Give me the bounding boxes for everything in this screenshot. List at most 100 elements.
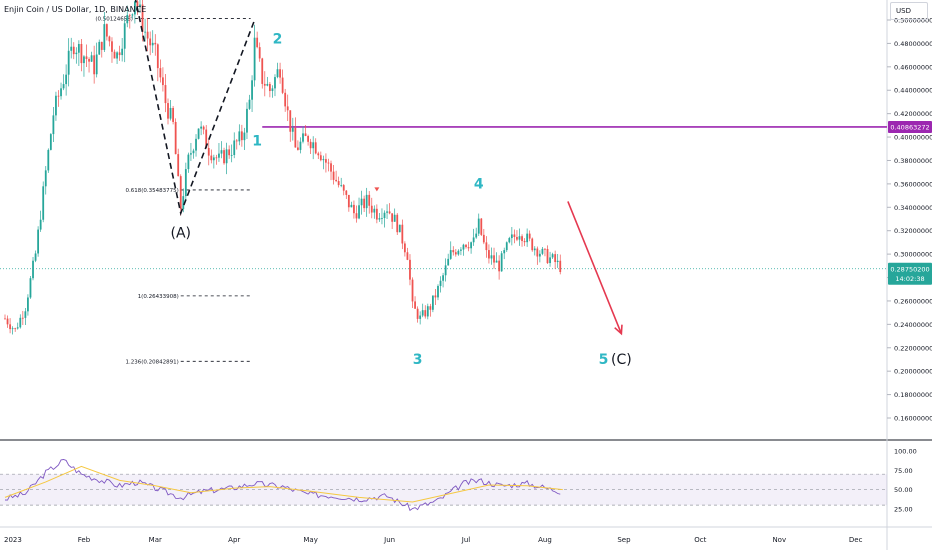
candle-body <box>77 43 80 53</box>
candle-body <box>85 56 88 60</box>
candle-body <box>75 52 78 55</box>
candle-body <box>355 213 358 219</box>
candle-body <box>6 318 9 325</box>
candle-body <box>271 88 274 92</box>
candle-body <box>498 260 501 272</box>
candle-body <box>253 37 256 81</box>
candle-body <box>302 133 304 142</box>
price-tick-label: 0.24000000 <box>894 321 932 329</box>
candle-body <box>347 194 350 208</box>
candle-body <box>88 59 90 62</box>
candle-body <box>139 4 141 7</box>
candle-body <box>123 23 126 49</box>
candle-body <box>513 234 516 237</box>
candle-body <box>103 24 106 50</box>
candle-body <box>460 249 462 251</box>
rsi-tick-label: 50.00 <box>894 486 913 494</box>
candle-body <box>414 301 416 309</box>
candle-body <box>365 194 368 209</box>
candle-body <box>538 253 541 257</box>
price-tick-label: 0.38000000 <box>894 157 932 165</box>
candle-body <box>317 153 320 156</box>
projection-arrow-head <box>614 324 623 336</box>
candle-body <box>44 170 47 187</box>
time-axis-label: May <box>303 536 317 544</box>
candle-body <box>353 204 355 214</box>
candle-body <box>136 1 139 7</box>
candle-body <box>24 311 27 318</box>
candle-body <box>299 141 302 150</box>
candle-body <box>111 41 113 52</box>
candle-body <box>332 171 335 180</box>
arrow-marker <box>374 187 380 192</box>
time-axis-label: Nov <box>772 536 786 544</box>
candle-body <box>437 285 439 298</box>
candle-body <box>116 52 118 59</box>
candle-body <box>169 107 172 119</box>
candle-body <box>207 148 210 156</box>
candle-body <box>72 46 75 55</box>
candle-body <box>21 317 24 319</box>
candle-body <box>368 194 371 206</box>
price-tick-label: 0.20000000 <box>894 368 932 376</box>
candle-body <box>533 248 536 251</box>
wave-label: 4 <box>474 177 484 193</box>
currency-selector[interactable]: USD <box>890 2 928 20</box>
candle-body <box>223 150 225 164</box>
candle-body <box>434 295 437 298</box>
candle-body <box>403 243 406 253</box>
candle-body <box>396 214 399 233</box>
candle-body <box>416 308 419 319</box>
candle-body <box>289 110 292 132</box>
price-tick-label: 0.46000000 <box>894 63 932 71</box>
candle-body <box>442 275 444 281</box>
candle-body <box>526 233 529 243</box>
candle-body <box>337 181 340 186</box>
candle-body <box>312 142 315 149</box>
candle-body <box>531 238 534 251</box>
candle-body <box>57 95 60 97</box>
candle-body <box>65 74 68 85</box>
candle-body <box>37 229 40 254</box>
time-axis-label: Jul <box>461 536 471 544</box>
candle-body <box>551 254 554 258</box>
candle-body <box>172 107 175 122</box>
candle-body <box>248 99 251 109</box>
candle-body <box>462 244 465 250</box>
price-tick-label: 0.40000000 <box>894 134 932 142</box>
candle-body <box>477 218 480 234</box>
candle-body <box>398 224 401 233</box>
wave-label: 2 <box>273 31 283 47</box>
candle-body <box>177 154 180 177</box>
candle-body <box>559 260 562 273</box>
candle-body <box>274 77 276 89</box>
candle-body <box>439 280 442 286</box>
rsi-tick-label: 100.00 <box>894 448 917 456</box>
candle-body <box>184 169 187 197</box>
time-axis-label: Jun <box>383 536 395 544</box>
candle-body <box>452 250 455 253</box>
candle-body <box>118 52 121 56</box>
candle-body <box>373 208 376 213</box>
candle-body <box>34 253 37 261</box>
candle-body <box>386 211 388 213</box>
candle-body <box>141 4 144 32</box>
horizontal-level-tag-label: 0.40863272 <box>890 123 929 131</box>
candle-body <box>162 77 164 86</box>
candle-body <box>29 278 32 298</box>
price-tick-label: 0.44000000 <box>894 87 932 95</box>
price-tick-label: 0.42000000 <box>894 110 932 118</box>
candle-body <box>457 250 460 255</box>
candle-body <box>279 69 281 78</box>
wave-label: 3 <box>413 352 423 368</box>
candle-body <box>16 327 19 329</box>
candle-body <box>246 108 248 133</box>
candle-body <box>304 133 307 137</box>
horizontal-level-tag <box>888 120 932 133</box>
price-tick-label: 0.18000000 <box>894 391 932 399</box>
candle-body <box>480 218 483 235</box>
price-tick-label: 0.16000000 <box>894 415 932 423</box>
candle-body <box>467 247 470 249</box>
